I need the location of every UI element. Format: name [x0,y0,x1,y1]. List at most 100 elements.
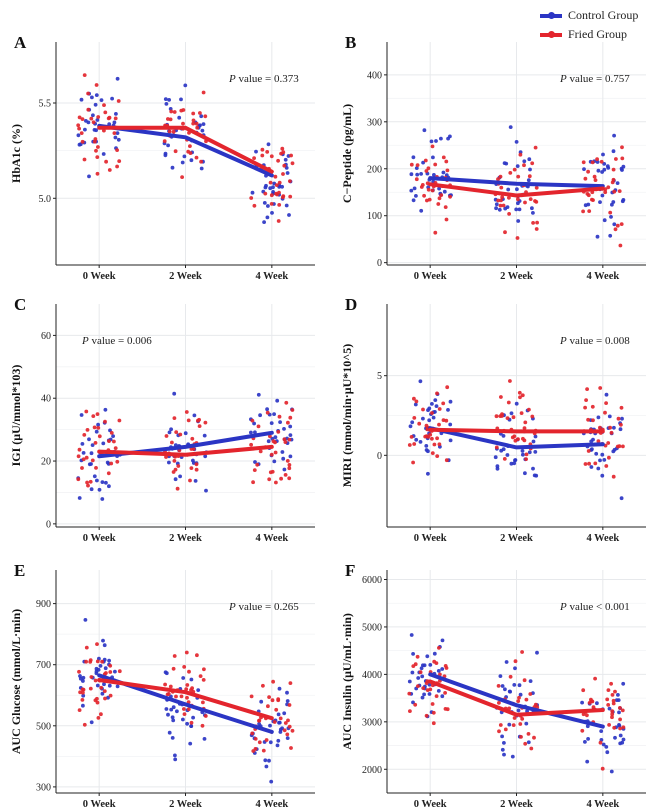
data-point [412,416,417,420]
data-point [107,658,111,663]
data-point [515,236,520,240]
y-tick-label: 100 [367,211,382,222]
data-point [94,128,98,133]
x-tick-label: 4 Week [255,533,288,544]
data-point [94,666,99,671]
data-point [409,188,414,193]
data-point [93,698,98,703]
data-point [94,148,98,153]
data-point [611,701,616,706]
data-point [92,425,97,430]
data-point [100,497,105,501]
data-point [251,480,256,485]
data-point [171,705,176,710]
panel-f: 2000 3000 4000 5000 6000 0 Week 2 Week 4 Week AU… [340,561,646,810]
data-point [587,209,592,214]
data-point [117,159,122,164]
data-point [430,411,434,415]
data-point [270,211,274,215]
data-point [279,476,283,481]
data-point [497,729,501,734]
data-point [527,157,532,162]
data-point [259,699,264,704]
data-point [92,474,97,479]
data-point [89,675,94,679]
data-point [585,724,590,729]
data-point [605,697,610,702]
data-point [192,413,197,418]
data-point [250,190,255,195]
data-point [183,83,188,88]
data-point [599,729,604,733]
data-point [194,155,199,160]
data-point [620,145,624,150]
data-point [620,740,625,745]
data-point [596,415,601,420]
data-point [202,667,206,672]
data-point [448,399,453,404]
data-point [265,410,270,415]
data-point [516,437,520,441]
data-point [530,206,534,211]
data-point [412,442,417,446]
data-point [95,642,99,646]
data-point [182,154,187,159]
data-point [604,401,608,405]
panel-letter: F [345,561,355,580]
data-point [107,168,112,172]
data-point [91,113,95,118]
data-point [277,414,282,419]
data-point [77,126,81,131]
x-tick-label: 2 Week [169,271,202,282]
x-tick-label: 4 Week [586,271,619,282]
data-point [495,466,500,471]
data-point [181,121,185,126]
data-point [282,163,287,168]
data-point [432,173,436,177]
data-point [421,407,425,412]
data-point [407,679,412,684]
data-point [84,645,89,650]
data-point [184,410,189,414]
data-point [286,420,290,425]
data-point [508,125,513,129]
y-tick-label: 400 [367,70,382,81]
data-point [175,486,180,491]
data-point [590,160,595,165]
x-tick-label: 0 Week [414,271,447,282]
data-point [288,454,293,459]
data-point [600,193,605,198]
p-value-text: value = 0.008 [567,335,631,347]
data-point [197,424,202,428]
data-point [590,404,595,409]
data-point [609,769,614,774]
data-point [612,725,617,730]
data-point [524,721,529,726]
data-point [528,679,533,683]
data-point [422,663,427,668]
y-tick-label: 5 [377,371,382,382]
data-point [115,684,120,689]
data-point [593,676,597,681]
data-point [188,144,192,149]
p-value-annotation: P value < 0.001 [559,601,630,613]
data-point [249,196,254,200]
mean-line-fried [428,182,605,198]
data-point [100,659,104,664]
data-point [193,479,198,483]
data-point [502,457,507,461]
data-point [253,460,257,464]
data-point [253,430,257,435]
data-point [81,703,85,708]
data-point [410,670,415,675]
data-point [441,155,446,160]
y-tick-label: 5.0 [39,194,52,205]
data-point [605,750,610,755]
data-point [608,425,612,430]
data-point [94,429,99,434]
data-point [96,145,100,149]
panel-letter: C [14,295,26,314]
data-point [500,747,505,752]
data-point [600,170,604,174]
data-point [433,162,438,167]
